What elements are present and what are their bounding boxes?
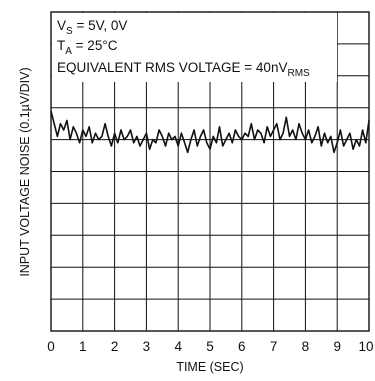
x-tick-label: 7 — [270, 339, 278, 354]
x-tick-label: 1 — [79, 339, 87, 354]
x-tick-label: 6 — [238, 339, 246, 354]
annotation-mask — [52, 13, 337, 82]
temperature-annotation: TA = 25°C — [57, 38, 118, 57]
x-tick-label: 4 — [174, 339, 182, 354]
noise-trace — [50, 110, 370, 154]
x-tick-label: 9 — [333, 339, 341, 354]
x-tick-label: 8 — [302, 339, 310, 354]
x-axis-label: TIME (SEC) — [176, 360, 243, 374]
x-tick-label: 2 — [111, 339, 119, 354]
rms-voltage-annotation: EQUIVALENT RMS VOLTAGE = 40nVRMS — [57, 60, 310, 79]
x-tick-label: 3 — [143, 339, 151, 354]
y-axis-label: INPUT VOLTAGE NOISE (0.1µV/DIV) — [18, 67, 32, 276]
x-tick-label: 10 — [358, 339, 373, 354]
x-tick-labels: 0 1 2 3 4 5 6 7 8 9 10 — [47, 339, 373, 354]
supply-voltage-annotation: VS = 5V, 0V — [57, 18, 127, 37]
x-tick-label: 5 — [206, 339, 214, 354]
x-tick-label: 0 — [47, 339, 55, 354]
plot-frame — [50, 11, 370, 332]
